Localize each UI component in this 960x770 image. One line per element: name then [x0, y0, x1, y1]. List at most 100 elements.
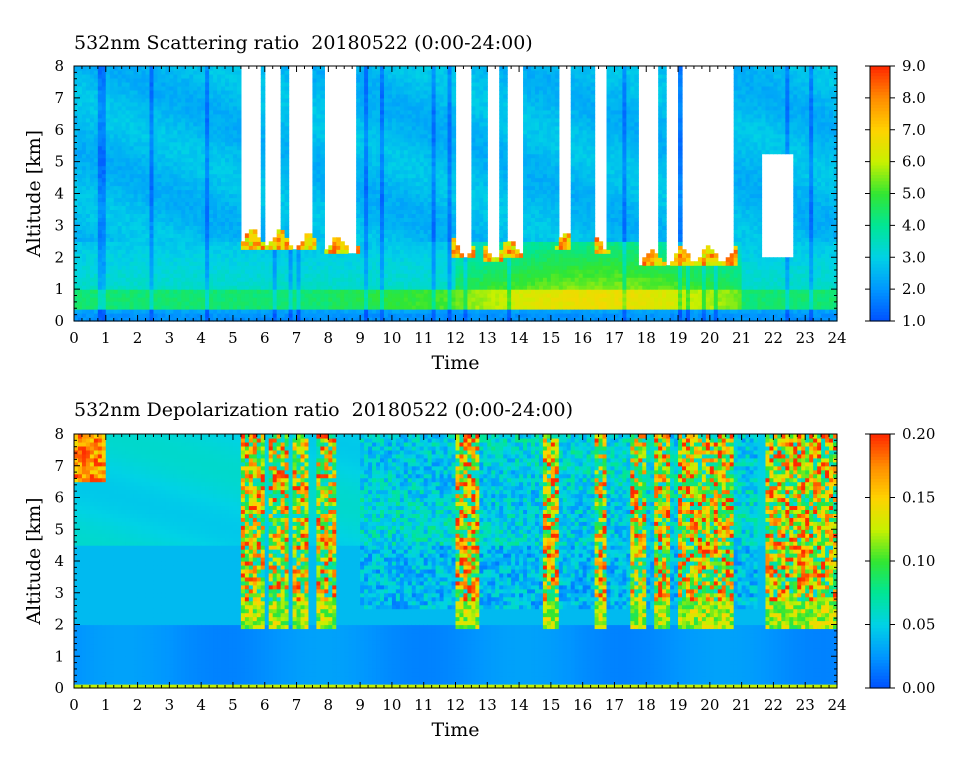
- heatmap-cell: [336, 317, 341, 322]
- heatmap-cell: [189, 221, 194, 226]
- heatmap-cell: [376, 249, 381, 254]
- heatmap-cell: [141, 161, 147, 167]
- heatmap-cell: [312, 197, 318, 203]
- heatmap-cell: [383, 85, 389, 91]
- heatmap-cell: [312, 133, 318, 139]
- heatmap-cell: [117, 129, 123, 135]
- heatmap-cell: [379, 105, 385, 111]
- heatmap-cell: [81, 181, 87, 187]
- heatmap-cell: [372, 197, 377, 203]
- heatmap-cell: [125, 249, 131, 254]
- heatmap-cell: [89, 109, 95, 115]
- heatmap-cell: [372, 237, 377, 242]
- heatmap-cell: [209, 117, 214, 123]
- heatmap-cell: [312, 241, 318, 246]
- heatmap-cell: [236, 161, 242, 167]
- heatmap-cell: [149, 265, 155, 270]
- heatmap-cell: [121, 265, 127, 270]
- heatmap-cell: [423, 293, 429, 298]
- heatmap-cell: [423, 157, 429, 163]
- heatmap-cell: [181, 173, 186, 179]
- heatmap-cell: [189, 273, 194, 278]
- heatmap-cell: [117, 273, 123, 278]
- heatmap-cell: [284, 125, 290, 131]
- heatmap-cell: [344, 289, 349, 294]
- heatmap-cell: [161, 97, 166, 103]
- heatmap-cell: [228, 97, 234, 103]
- heatmap-cell: [376, 305, 381, 310]
- heatmap-cell: [356, 209, 361, 215]
- heatmap-cell: [284, 221, 290, 226]
- heatmap-cell: [431, 177, 437, 183]
- heatmap-cell: [113, 225, 119, 230]
- heatmap-cell: [252, 317, 258, 322]
- heatmap-cell: [236, 153, 242, 159]
- heatmap-cell: [105, 105, 111, 111]
- heatmap-cell: [240, 265, 246, 270]
- heatmap-cell: [133, 153, 139, 159]
- heatmap-cell: [391, 69, 397, 75]
- heatmap-cell: [260, 201, 266, 207]
- heatmap-cell: [383, 125, 389, 131]
- heatmap-cell: [383, 165, 389, 171]
- heatmap-cell: [81, 73, 87, 79]
- heatmap-cell: [232, 97, 238, 103]
- heatmap-cell: [89, 237, 95, 242]
- heatmap-cell: [376, 205, 381, 211]
- heatmap-cell: [419, 181, 425, 187]
- heatmap-cell: [89, 273, 95, 278]
- heatmap-cell: [332, 253, 337, 258]
- heatmap-cell: [173, 101, 178, 107]
- heatmap-cell: [376, 269, 381, 274]
- heatmap-cell: [177, 285, 182, 290]
- heatmap-cell: [431, 137, 437, 143]
- heatmap-cell: [364, 125, 369, 131]
- heatmap-cell: [316, 189, 321, 195]
- heatmap-cell: [161, 129, 166, 135]
- heatmap-cell: [387, 313, 393, 318]
- heatmap-cell: [236, 221, 242, 226]
- heatmap-cell: [221, 269, 226, 274]
- heatmap-cell: [364, 137, 369, 143]
- heatmap-cell: [427, 141, 433, 147]
- heatmap-cell: [125, 181, 131, 187]
- heatmap-cell: [225, 245, 230, 250]
- heatmap-cell: [121, 145, 127, 151]
- heatmap-cell: [260, 225, 266, 230]
- heatmap-cell: [439, 261, 445, 266]
- heatmap-cell: [383, 66, 389, 71]
- heatmap-cell: [141, 129, 147, 135]
- heatmap-cell: [403, 285, 409, 290]
- heatmap-cell: [316, 153, 321, 159]
- heatmap-cell: [169, 281, 174, 286]
- heatmap-cell: [217, 165, 222, 171]
- heatmap-cell: [427, 165, 433, 171]
- heatmap-cell: [292, 297, 298, 302]
- heatmap-cell: [244, 305, 250, 310]
- heatmap-cell: [368, 66, 373, 71]
- heatmap-cell: [248, 277, 254, 282]
- heatmap-cell: [387, 177, 393, 183]
- heatmap-cell: [201, 113, 206, 119]
- heatmap-cell: [77, 129, 83, 135]
- heatmap-cell: [387, 241, 393, 246]
- heatmap-cell: [117, 229, 123, 234]
- heatmap-cell: [181, 169, 186, 175]
- heatmap-cell: [391, 201, 397, 207]
- heatmap-cell: [105, 201, 111, 207]
- heatmap-cell: [217, 69, 222, 75]
- heatmap-cell: [427, 249, 433, 254]
- heatmap-cell: [213, 121, 218, 127]
- heatmap-cell: [407, 293, 413, 298]
- heatmap-cell: [423, 133, 429, 139]
- heatmap-cell: [185, 277, 190, 282]
- heatmap-cell: [133, 66, 139, 71]
- heatmap-cell: [383, 149, 389, 155]
- heatmap-cell: [197, 133, 202, 139]
- heatmap-cell: [312, 93, 318, 99]
- heatmap-cell: [411, 233, 417, 238]
- heatmap-cell: [173, 245, 178, 250]
- heatmap-cell: [181, 69, 186, 75]
- heatmap-cell: [125, 277, 131, 282]
- heatmap-cell: [209, 209, 214, 215]
